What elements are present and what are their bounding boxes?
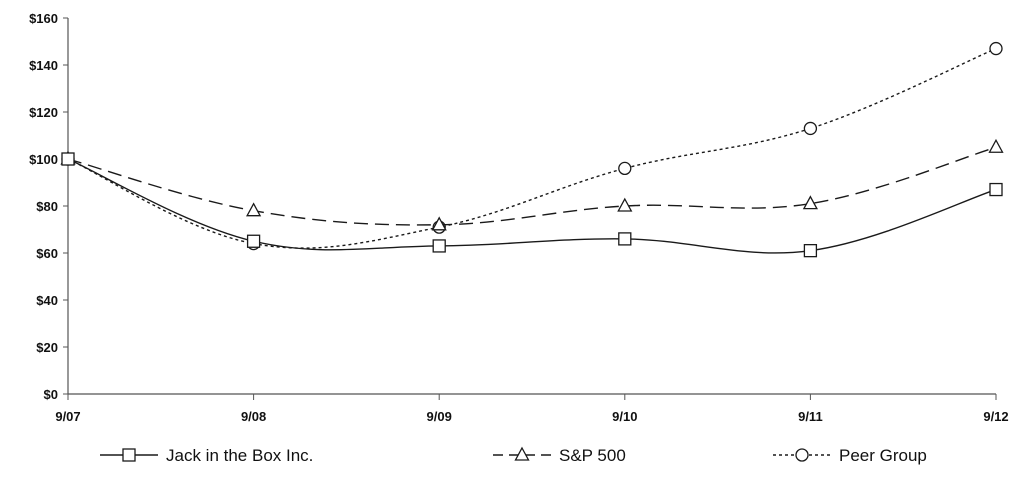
data-point <box>618 232 632 246</box>
data-point <box>988 138 1004 153</box>
data-point <box>618 161 632 176</box>
series-triangle <box>60 138 1004 231</box>
y-tick-label: $0 <box>44 387 58 402</box>
y-tick-label: $80 <box>36 199 58 214</box>
x-tick-label: 9/09 <box>427 409 452 424</box>
legend-item: Peer Group <box>773 446 927 465</box>
legend-label: S&P 500 <box>559 446 626 465</box>
data-point <box>802 195 818 210</box>
data-point <box>989 182 1003 197</box>
x-tick-label: 9/11 <box>798 409 823 424</box>
data-point <box>803 121 818 136</box>
legend-marker <box>122 448 136 462</box>
series-line <box>67 47 997 249</box>
series-circle <box>61 41 1003 251</box>
data-point <box>432 239 446 253</box>
y-tick-label: $160 <box>29 11 58 26</box>
legend-marker <box>795 448 809 462</box>
data-point <box>431 216 447 231</box>
legend-label: Jack in the Box Inc. <box>166 446 313 465</box>
series-line <box>67 158 997 254</box>
x-tick-label: 9/07 <box>55 409 80 424</box>
data-point <box>989 41 1003 56</box>
legend-label: Peer Group <box>839 446 927 465</box>
x-tick-label: 9/10 <box>612 409 637 424</box>
legend-marker <box>514 446 530 461</box>
y-tick-label: $120 <box>29 105 58 120</box>
data-point <box>246 234 261 248</box>
y-tick-label: $100 <box>29 152 58 167</box>
y-tick-label: $40 <box>36 293 58 308</box>
data-point <box>61 152 75 166</box>
legend-item: Jack in the Box Inc. <box>100 446 313 465</box>
data-point <box>246 202 262 217</box>
data-point <box>803 243 818 258</box>
y-tick-label: $60 <box>36 246 58 261</box>
y-tick-label: $140 <box>29 58 58 73</box>
series-line <box>67 146 997 226</box>
x-tick-label: 9/12 <box>983 409 1008 424</box>
y-tick-label: $20 <box>36 340 58 355</box>
legend-item: S&P 500 <box>493 446 626 465</box>
series-square <box>61 152 1003 258</box>
data-point <box>617 197 633 212</box>
x-tick-label: 9/08 <box>241 409 266 424</box>
